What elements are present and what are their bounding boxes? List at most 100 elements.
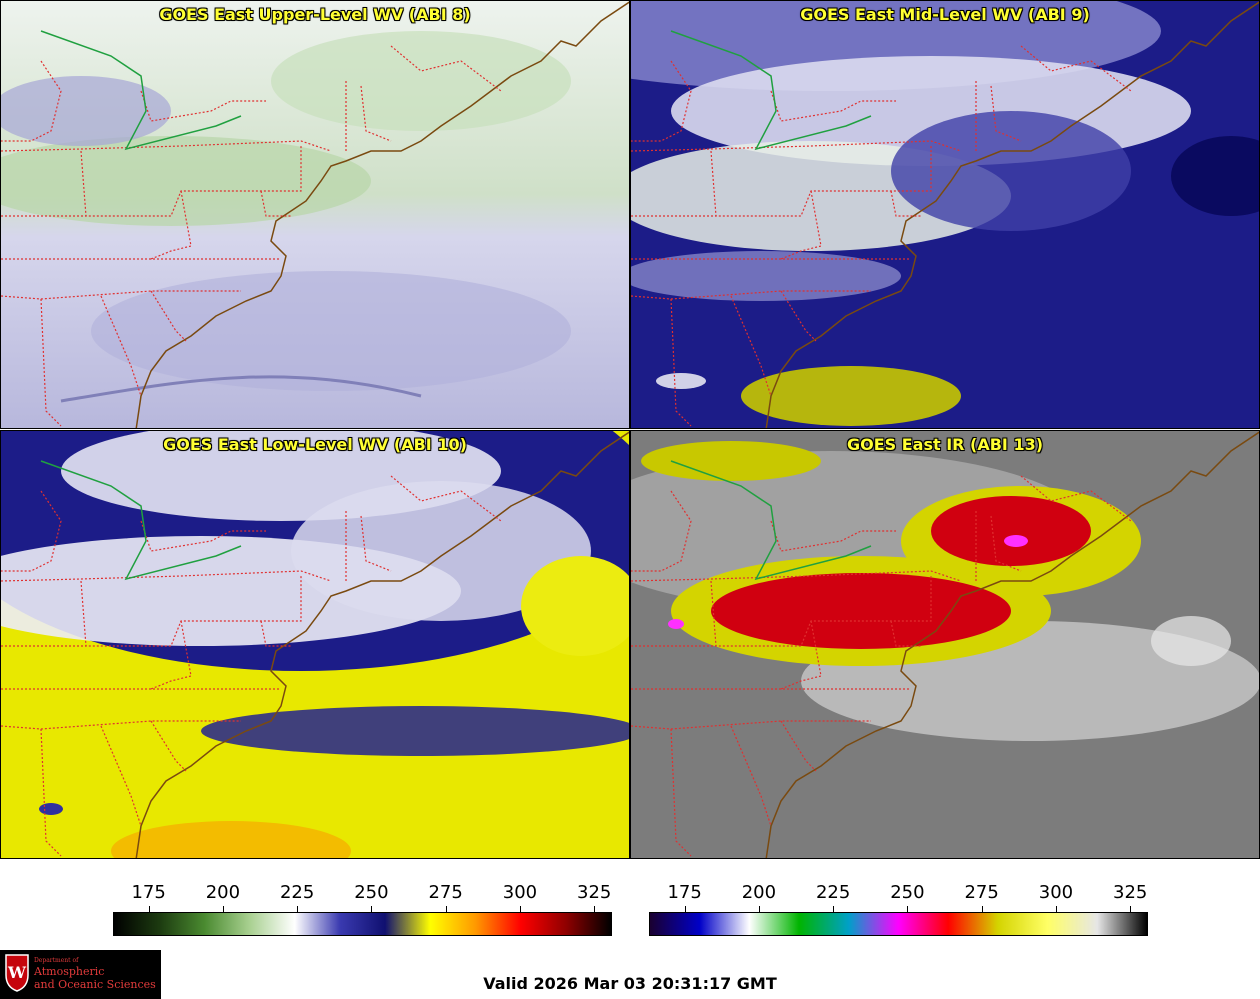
coastline xyxy=(135,431,629,858)
state-border xyxy=(1,60,62,142)
state-border xyxy=(990,85,1022,142)
state-border xyxy=(631,570,962,582)
map-upper-level-wv xyxy=(1,1,629,428)
colorbar-infrared-tick-mark xyxy=(833,906,835,912)
state-border xyxy=(670,298,692,427)
state-border xyxy=(631,490,692,572)
colorbar-infrared-tick-mark xyxy=(981,906,983,912)
international-border xyxy=(40,460,242,581)
state-border xyxy=(140,520,266,552)
colorbar-water-vapor-tick-mark xyxy=(445,906,447,912)
state-border xyxy=(780,720,817,772)
panel-title: GOES East Mid-Level WV (ABI 9) xyxy=(800,5,1090,24)
state-border xyxy=(80,146,302,217)
colorbar-infrared-tick-mark xyxy=(758,906,760,912)
logo-line-1: Department of xyxy=(34,957,79,964)
colorbar-water-vapor-tick-label: 325 xyxy=(576,882,612,903)
state-border xyxy=(1,140,332,152)
international-border xyxy=(40,30,242,151)
state-border xyxy=(730,725,772,827)
state-border xyxy=(100,725,142,827)
state-border xyxy=(40,728,62,857)
state-border xyxy=(390,45,502,92)
map-mid-level-wv xyxy=(631,1,1259,428)
colorbar-water-vapor-tick-mark xyxy=(594,906,596,912)
state-border xyxy=(890,620,921,647)
colorbar-infrared-tick-mark xyxy=(1130,906,1132,912)
state-border xyxy=(260,190,291,217)
colorbar-infrared-tick-mark xyxy=(907,906,909,912)
state-border xyxy=(1,720,241,730)
international-border xyxy=(670,30,872,151)
state-border xyxy=(40,298,62,427)
state-border xyxy=(260,620,291,647)
colorbar-water-vapor-tick-mark xyxy=(148,906,150,912)
colorbar-infrared xyxy=(649,912,1148,936)
colorbar-water-vapor-tick-mark xyxy=(519,906,521,912)
international-border xyxy=(670,460,872,581)
state-border xyxy=(710,146,932,217)
colorbar-infrared-tick-label: 300 xyxy=(1038,882,1074,903)
state-border xyxy=(360,85,392,142)
panel-title: GOES East Upper-Level WV (ABI 8) xyxy=(159,5,471,24)
logo-line-2: Atmospheric xyxy=(34,965,105,978)
state-border xyxy=(1020,45,1132,92)
colorbar-infrared-tick-label: 225 xyxy=(815,882,851,903)
panel-mid-level-wv: GOES East Mid-Level WV (ABI 9) xyxy=(630,0,1260,429)
colorbar-water-vapor-tick-mark xyxy=(297,906,299,912)
state-border xyxy=(390,475,502,522)
valid-time: Valid 2026 Mar 03 20:31:17 GMT xyxy=(483,974,777,993)
svg-text:W: W xyxy=(7,963,27,982)
panel-ir: GOES East IR (ABI 13) xyxy=(630,430,1260,859)
colorbar-infrared-tick-mark xyxy=(1055,906,1057,912)
panel-low-level-wv: GOES East Low-Level WV (ABI 10) xyxy=(0,430,630,859)
panel-upper-level-wv: GOES East Upper-Level WV (ABI 8) xyxy=(0,0,630,429)
state-border xyxy=(100,295,142,397)
state-border xyxy=(730,295,772,397)
state-border xyxy=(631,290,871,300)
colorbar-infrared-tick-label: 325 xyxy=(1112,882,1148,903)
state-border xyxy=(631,720,871,730)
colorbar-infrared-tick-label: 275 xyxy=(964,882,999,903)
colorbar-water-vapor-tick-label: 175 xyxy=(131,882,166,903)
state-border xyxy=(140,90,266,122)
colorbar-infrared-tick-label: 200 xyxy=(741,882,777,903)
colorbar-infrared-tick-label: 250 xyxy=(890,882,925,903)
coastline xyxy=(765,431,1259,858)
aos-logo: W Department of Atmospheric and Oceanic … xyxy=(0,950,161,999)
state-border xyxy=(80,576,302,647)
state-border xyxy=(710,576,932,647)
colorbar-water-vapor-tick-label: 200 xyxy=(205,882,241,903)
state-border xyxy=(670,728,692,857)
state-border xyxy=(150,290,187,342)
state-border xyxy=(780,290,817,342)
colorbar-water-vapor xyxy=(113,912,612,936)
state-border xyxy=(1020,475,1132,522)
state-border xyxy=(1,290,241,300)
colorbar-water-vapor-tick-label: 225 xyxy=(279,882,315,903)
colorbar-infrared-tick-label: 175 xyxy=(667,882,702,903)
colorbar-water-vapor-tick-label: 275 xyxy=(428,882,463,903)
uw-crest-icon: W xyxy=(5,954,29,992)
state-border xyxy=(1,490,62,572)
state-border xyxy=(360,515,392,572)
state-border xyxy=(631,60,692,142)
panel-title: GOES East IR (ABI 13) xyxy=(846,435,1044,454)
state-border xyxy=(770,520,896,552)
state-border xyxy=(990,515,1022,572)
colorbar-water-vapor-tick-label: 300 xyxy=(502,882,538,903)
map-low-level-wv xyxy=(1,431,629,858)
coastline xyxy=(135,1,629,428)
colorbar-water-vapor-tick-label: 250 xyxy=(354,882,389,903)
panel-title: GOES East Low-Level WV (ABI 10) xyxy=(163,435,467,454)
state-border xyxy=(1,570,332,582)
colorbar-infrared-tick-mark xyxy=(684,906,686,912)
state-border xyxy=(631,140,962,152)
coastline xyxy=(765,1,1259,428)
logo-line-3: and Oceanic Sciences xyxy=(34,978,156,991)
map-ir xyxy=(631,431,1259,858)
state-border xyxy=(890,190,921,217)
colorbar-water-vapor-tick-mark xyxy=(371,906,373,912)
state-border xyxy=(770,90,896,122)
state-border xyxy=(150,720,187,772)
